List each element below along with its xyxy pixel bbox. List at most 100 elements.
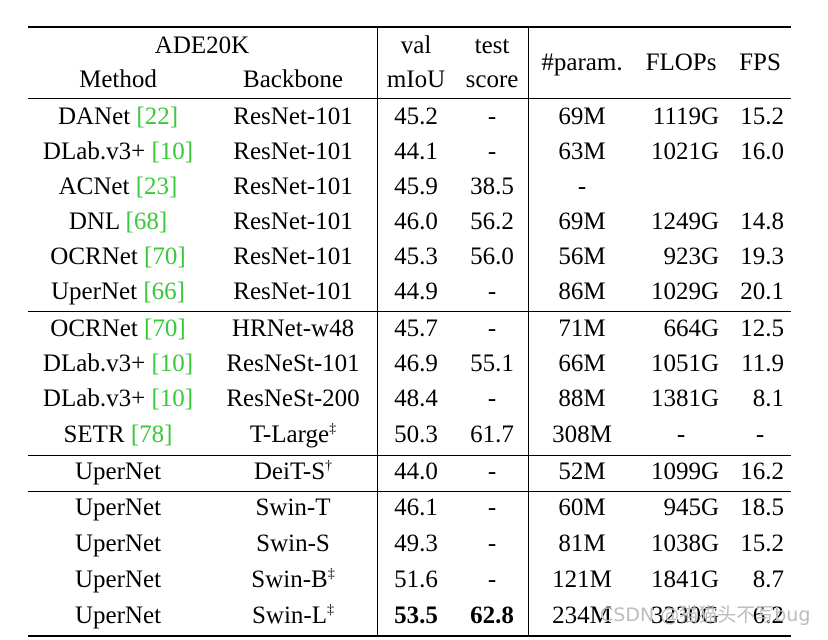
flops-cell: 945G <box>663 494 719 521</box>
backbone-name: Swin-S <box>256 530 330 557</box>
method-cell: SETR [78] <box>63 420 172 450</box>
backbone-cell: ResNet-101 <box>233 172 352 202</box>
citation-link[interactable]: [10] <box>151 350 194 377</box>
column-divider-left <box>377 27 378 637</box>
backbone-cell: Swin-L‡ <box>252 601 334 631</box>
backbone-name: Swin-B <box>251 566 328 593</box>
citation-link[interactable]: [22] <box>136 103 179 130</box>
param-cell: 308M <box>552 421 612 448</box>
fps-cell: 19.3 <box>740 243 784 270</box>
citation-link[interactable]: [78] <box>130 421 173 448</box>
fps-cell: - <box>755 421 765 448</box>
flops-cell: 664G <box>663 315 719 342</box>
val-cell: 46.9 <box>394 350 438 377</box>
val-cell: 45.2 <box>394 103 438 130</box>
flops-cell: 1841G <box>650 566 719 593</box>
flops-cell: 1021G <box>650 138 719 165</box>
method-cell: DLab.v3+ [10] <box>43 137 193 167</box>
method-cell: UperNet <box>75 601 161 631</box>
backbone-name: ResNet-101 <box>233 243 353 270</box>
citation-link[interactable]: [70] <box>144 315 186 342</box>
backbone-cell: Swin-T <box>256 493 331 523</box>
fps-cell: 16.2 <box>740 458 784 485</box>
param-cell: 60M <box>558 494 606 521</box>
backbone-name: HRNet-w48 <box>231 315 355 342</box>
flops-cell: 1381G <box>650 385 719 412</box>
test-cell: 62.8 <box>470 602 514 629</box>
method-name: UperNet <box>74 494 162 521</box>
header-flops: FLOPs <box>645 49 717 76</box>
test-cell: 61.7 <box>470 421 514 448</box>
method-name: OCRNet <box>50 315 145 342</box>
param-cell: 66M <box>558 350 606 377</box>
citation-link[interactable]: [68] <box>125 208 168 235</box>
top-rule <box>28 26 791 28</box>
flops-cell: 1038G <box>650 530 719 557</box>
citation-link[interactable]: [70] <box>144 243 186 270</box>
test-cell: - <box>487 530 497 557</box>
header-miou: mIoU <box>386 66 446 93</box>
method-cell: DLab.v3+ [10] <box>43 349 193 379</box>
val-cell: 45.7 <box>394 315 438 342</box>
method-name: UperNet <box>74 458 162 485</box>
backbone-name: ResNet-101 <box>233 173 353 200</box>
method-cell: OCRNet [70] <box>50 242 185 272</box>
flops-cell: 1051G <box>650 350 719 377</box>
header-method: Method <box>79 66 157 93</box>
flops-cell: 3230G <box>650 602 719 629</box>
method-name: UperNet <box>74 566 162 593</box>
backbone-cell: T-Large‡ <box>250 420 336 450</box>
test-cell: - <box>487 278 497 305</box>
group-rule-2 <box>28 455 791 456</box>
header-param: #param. <box>541 49 623 76</box>
fps-cell: 6.2 <box>752 602 784 629</box>
method-name: SETR <box>63 421 131 448</box>
footnote-mark: ‡ <box>327 602 334 618</box>
fps-cell: 15.2 <box>740 530 784 557</box>
val-cell: 46.1 <box>394 494 438 521</box>
backbone-name: Swin-T <box>255 494 331 521</box>
citation-link[interactable]: [66] <box>143 278 185 305</box>
method-name: DLab.v3+ <box>42 350 152 377</box>
method-name: OCRNet <box>50 243 145 270</box>
test-cell: - <box>487 103 497 130</box>
footnote-mark: ‡ <box>329 421 337 437</box>
fps-cell: 15.2 <box>740 103 784 130</box>
watermark: CSDN @猫猫头不写bug <box>600 604 811 626</box>
test-cell: 56.0 <box>470 243 514 270</box>
citation-link[interactable]: [10] <box>151 385 194 412</box>
backbone-cell: ResNet-101 <box>233 242 352 272</box>
test-cell: 38.5 <box>470 173 514 200</box>
param-cell: - <box>577 173 587 200</box>
method-cell: DLab.v3+ [10] <box>43 384 193 414</box>
method-name: DNL <box>68 208 126 235</box>
method-name: UperNet <box>51 278 144 305</box>
backbone-name: ResNeSt-101 <box>226 350 360 377</box>
fps-cell: 14.8 <box>740 208 784 235</box>
flops-cell: 1249G <box>650 208 719 235</box>
fps-cell: 18.5 <box>740 494 784 521</box>
header-fps: FPS <box>739 49 781 76</box>
backbone-cell: DeiT-S† <box>254 457 332 487</box>
test-cell: - <box>487 315 497 342</box>
flops-cell: 923G <box>663 243 719 270</box>
header-val: val <box>400 32 432 59</box>
method-cell: UperNet <box>75 457 161 487</box>
citation-link[interactable]: [23] <box>135 173 178 200</box>
test-cell: - <box>487 385 497 412</box>
backbone-name: ResNet-101 <box>233 103 353 130</box>
citation-link[interactable]: [10] <box>151 138 194 165</box>
backbone-cell: HRNet-w48 <box>232 314 354 344</box>
method-name: UperNet <box>74 530 162 557</box>
backbone-name: ResNet-101 <box>233 138 353 165</box>
val-cell: 50.3 <box>394 421 438 448</box>
val-cell: 51.6 <box>394 566 438 593</box>
val-cell: 53.5 <box>394 602 438 629</box>
backbone-name: T-Large <box>249 421 330 448</box>
method-cell: UperNet <box>75 493 161 523</box>
fps-cell: 20.1 <box>740 278 784 305</box>
backbone-cell: ResNet-101 <box>233 207 352 237</box>
param-cell: 86M <box>558 278 606 305</box>
method-cell: DANet [22] <box>58 102 178 132</box>
footnote-mark: † <box>325 458 333 474</box>
